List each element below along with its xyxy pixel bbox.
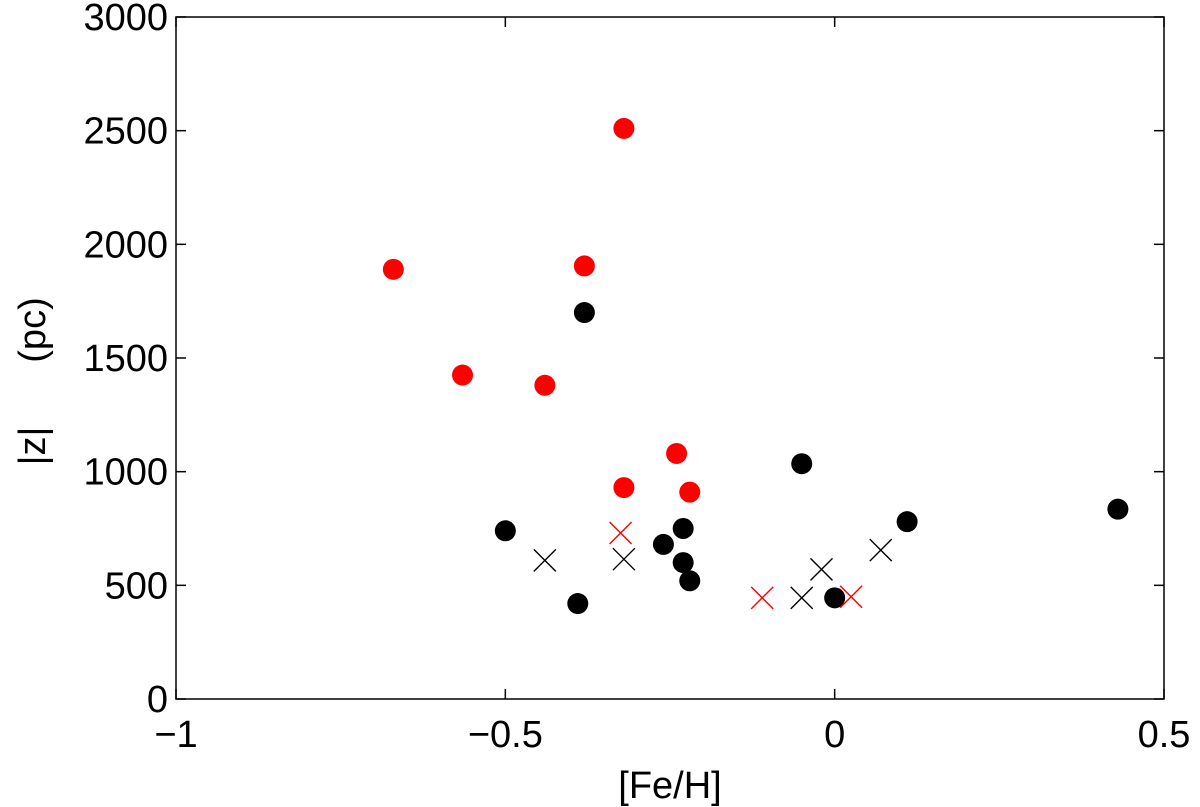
circle-marker — [679, 481, 701, 503]
y-tick-label: 2500 — [83, 111, 168, 153]
y-axis-label: |z| (pc) — [12, 297, 54, 465]
x-axis-label: [Fe/H] — [618, 765, 721, 807]
y-tick-label: 1000 — [83, 452, 168, 494]
cross-marker — [809, 557, 833, 581]
circle-marker — [494, 520, 516, 542]
circle-marker — [382, 258, 404, 280]
circle-marker — [672, 518, 694, 539]
circle-marker — [534, 374, 556, 396]
cross-marker — [533, 548, 557, 572]
x-tick-label: −1 — [154, 714, 197, 756]
cross-marker — [612, 547, 636, 571]
y-tick-label: 500 — [105, 565, 168, 607]
x-tick-label: 0 — [824, 714, 845, 756]
y-tick-label: 0 — [147, 679, 168, 721]
axis-ticks — [175, 16, 1165, 700]
circle-marker — [679, 570, 701, 592]
circle-marker — [567, 593, 589, 615]
y-tick-label: 1500 — [83, 338, 168, 380]
circle-marker — [791, 453, 813, 475]
circle-marker — [666, 442, 688, 464]
plot-area-frame — [175, 16, 1165, 700]
y-axis-label-unit: (pc) — [12, 297, 54, 362]
circle-marker — [824, 587, 846, 609]
y-tick-label: 3000 — [83, 0, 168, 39]
y-tick-label: 2000 — [83, 224, 168, 266]
circle-marker — [613, 117, 635, 139]
cross-marker — [750, 586, 774, 610]
x-tick-label: −0.5 — [468, 714, 543, 756]
cross-marker — [609, 521, 633, 545]
cross-marker — [839, 585, 863, 609]
circle-marker — [573, 302, 595, 324]
cross-marker — [790, 586, 814, 610]
tick-labels: −1 −0.5 0 0.5 0 500 1000 1500 2000 2500 3000 — [83, 0, 1190, 756]
circle-marker — [672, 552, 694, 574]
circle-marker — [573, 255, 595, 277]
circle-marker — [452, 364, 474, 386]
circle-marker — [1107, 498, 1129, 520]
data-points — [382, 117, 1129, 615]
x-tick-label: 0.5 — [1138, 714, 1191, 756]
circle-marker — [652, 533, 674, 555]
cross-marker — [869, 538, 893, 562]
circle-marker — [896, 511, 918, 533]
y-axis-label-var: |z| — [12, 427, 54, 466]
circle-marker — [613, 477, 635, 499]
